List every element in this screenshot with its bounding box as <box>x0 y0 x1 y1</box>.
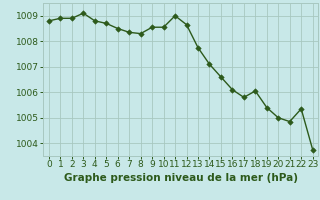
X-axis label: Graphe pression niveau de la mer (hPa): Graphe pression niveau de la mer (hPa) <box>64 173 298 183</box>
